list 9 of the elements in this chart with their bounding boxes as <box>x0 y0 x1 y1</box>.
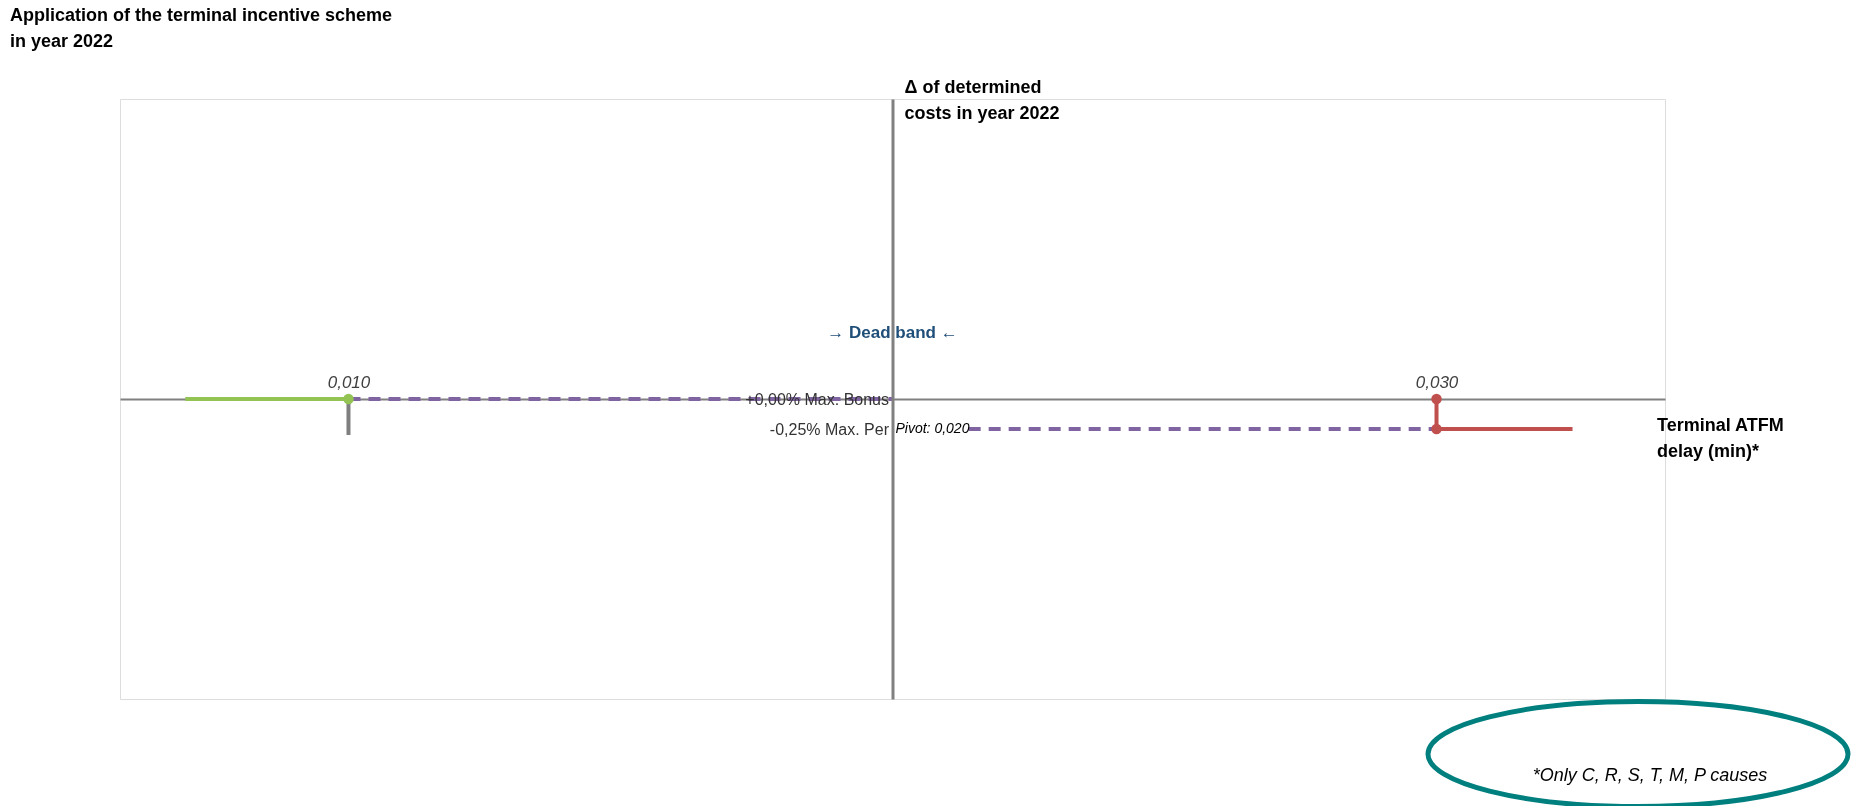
x-tick-label: 0,030 <box>1415 372 1459 392</box>
y-tick-label: -0,25% Max. Per <box>769 420 890 438</box>
y-axis-title: Δ of determined costs in year 2022 <box>904 77 1060 123</box>
chart-title: Application of the terminal incentive scheme in year 2022 <box>10 5 393 51</box>
text: *Only C, R, S, T, M, P causes <box>1532 765 1768 785</box>
x-axis-title: Terminal ATFM delay (min)* <box>1657 415 1784 461</box>
annotation: → Dead band ← <box>827 323 958 342</box>
annotation: Pivot: 0,020 <box>895 420 970 436</box>
x-tick-label: 0,010 <box>327 372 371 392</box>
